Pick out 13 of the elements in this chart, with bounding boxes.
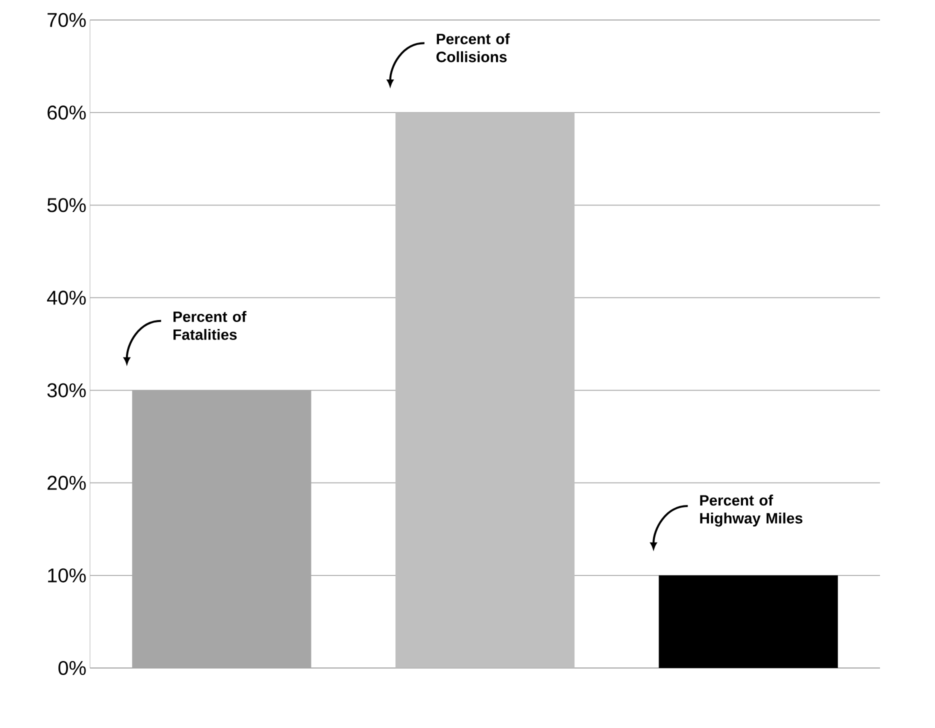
bar [658,575,838,668]
y-tick-label: 70% [48,12,86,28]
y-tick-label: 50% [47,198,86,212]
annotation: Percent of Fatalities [174,311,246,340]
y-tick-label: 0% [58,660,86,676]
annotation: Percent of Highway Miles [700,494,802,527]
y-tick-label: 40% [47,290,86,305]
y-tick-label: 10% [48,568,86,582]
y-tick-label: 60% [48,106,86,120]
y-tick-label: 20% [48,476,86,490]
annotation: Percent of Collisions [436,33,510,62]
y-tick-label: 30% [47,383,86,398]
bar [395,112,575,668]
